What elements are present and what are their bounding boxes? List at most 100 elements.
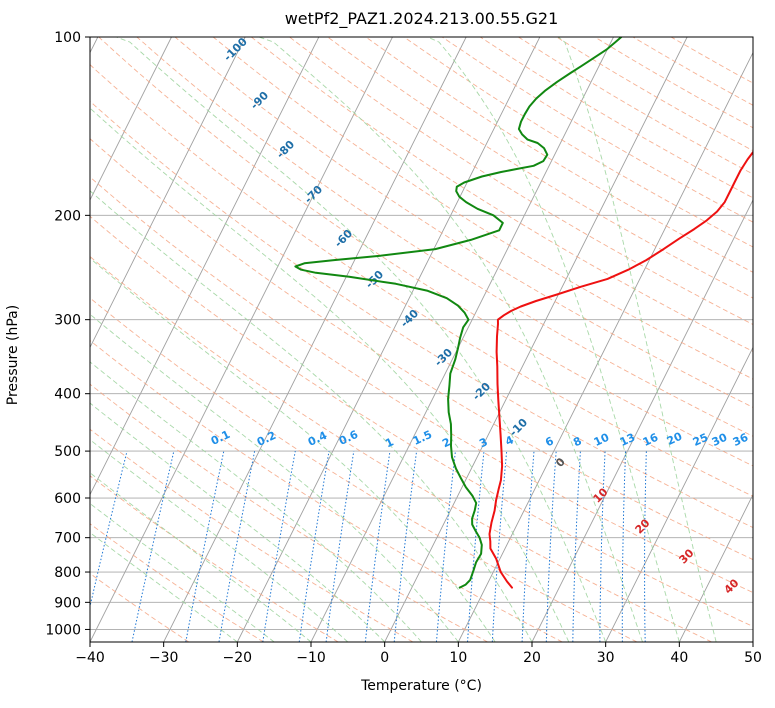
x-tick-label: −30 <box>149 650 179 666</box>
x-tick-label: 40 <box>670 650 688 666</box>
mixing-ratio-label: 0.2 <box>255 429 278 449</box>
moist-adiabat-line <box>90 361 422 642</box>
y-tick-label: 200 <box>54 208 81 224</box>
moist-adiabat-label: 30 <box>677 546 697 566</box>
mixing-ratio-line <box>262 451 296 642</box>
dry-adiabat-line <box>98 37 753 467</box>
mixing-ratio-label: 20 <box>665 430 685 448</box>
isotherm-line <box>90 37 246 349</box>
mixing-ratio-label: 6 <box>543 434 556 449</box>
mixing-ratio-line <box>435 451 456 642</box>
x-tick-label: 0 <box>380 650 389 666</box>
dry-adiabat-label: -90 <box>248 89 271 112</box>
moist-adiabat-line <box>90 190 533 642</box>
dry-adiabat-line <box>90 339 563 642</box>
x-axis-label: Temperature (°C) <box>361 678 482 694</box>
dry-adiabat-line <box>518 37 753 175</box>
isotherm-line <box>605 346 753 642</box>
moist-adiabat-line <box>90 502 275 642</box>
isotherm-line <box>90 37 320 496</box>
x-tick-label: 30 <box>597 650 615 666</box>
dry-adiabat-line <box>212 37 753 380</box>
mixing-ratio-label: 0.6 <box>337 428 360 448</box>
y-tick-label: 900 <box>54 595 81 611</box>
x-tick-label: 50 <box>744 650 762 666</box>
dry-adiabat-label: -80 <box>274 138 297 161</box>
dry-adiabat-label: -30 <box>432 346 455 369</box>
mixing-ratio-line <box>599 451 606 642</box>
dry-adiabat-line <box>556 37 753 152</box>
isotherm-line <box>163 37 467 642</box>
moist-adiabat-line <box>90 532 238 642</box>
chart-title: wetPf2_PAZ1.2024.213.00.55.G21 <box>284 9 559 28</box>
mixing-ratio-label: 10 <box>592 431 612 449</box>
dry-adiabat-line <box>136 37 753 437</box>
mixing-ratio-label: 0.1 <box>209 428 232 448</box>
moist-adiabat-line <box>116 37 607 642</box>
dewpoint-profile-line <box>294 37 623 589</box>
dry-adiabat-line <box>441 37 753 223</box>
x-tick-label: −40 <box>75 650 105 666</box>
temperature-profile-line <box>488 150 753 589</box>
mixing-ratio-line <box>521 451 535 642</box>
mixing-ratio-label: 36 <box>731 431 751 449</box>
y-tick-label: 500 <box>54 444 81 460</box>
dry-adiabat-line <box>90 428 414 642</box>
isotherm-line <box>90 37 172 202</box>
moist-adiabat-label: 40 <box>722 576 742 596</box>
mixing-ratio-line <box>467 451 485 642</box>
dry-adiabat-line <box>90 255 712 642</box>
dry-adiabat-line <box>174 37 753 408</box>
dry-adiabat-line <box>403 37 753 248</box>
plot-frame <box>89 36 754 643</box>
mixing-ratio-line <box>185 450 225 642</box>
mixing-ratio-label: 0.4 <box>306 429 329 449</box>
dry-adiabat-line <box>632 37 753 106</box>
moist-adiabat-line <box>90 439 349 642</box>
moist-adiabat-line <box>90 472 312 642</box>
dry-adiabat-line <box>90 138 753 561</box>
moist-adiabat-line <box>90 313 459 642</box>
mixing-ratio-label: 1.5 <box>411 428 434 448</box>
dry-adiabat-line <box>90 523 264 642</box>
y-tick-label: 300 <box>54 313 81 329</box>
dry-adiabat-line <box>90 383 488 642</box>
moist-adiabat-label: 10 <box>591 485 611 505</box>
isotherm-line <box>678 493 753 642</box>
moist-adiabat-line <box>557 37 717 642</box>
dry-adiabat-line <box>90 215 753 627</box>
mixing-ratio-line <box>572 451 581 642</box>
dry-adiabat-line <box>90 475 339 642</box>
mixing-ratio-line <box>218 451 256 642</box>
moist-adiabat-line <box>258 37 643 642</box>
mixing-ratio-label: 8 <box>571 434 583 449</box>
y-tick-label: 1000 <box>45 622 81 638</box>
mixing-ratio-label: 13 <box>618 431 637 449</box>
mixing-ratio-line <box>491 451 508 642</box>
moist-adiabat-line <box>90 402 386 642</box>
isotherm-line <box>531 198 753 642</box>
isotherm-line <box>310 37 614 642</box>
mixing-ratio-line <box>131 450 175 642</box>
mixing-ratio-label: 25 <box>691 431 710 449</box>
mixing-ratio-line <box>621 451 627 642</box>
x-tick-label: 10 <box>449 650 467 666</box>
mixing-ratio-line <box>298 451 330 642</box>
dry-adiabat-label: -100 <box>221 35 250 64</box>
dry-adiabat-label: -20 <box>470 380 493 403</box>
moist-adiabat-label: 20 <box>633 516 653 536</box>
moist-adiabat-label: 0 <box>553 455 568 470</box>
mixing-ratio-label: 30 <box>710 431 730 449</box>
dry-adiabat-line <box>327 37 753 299</box>
dry-adiabat-label: -40 <box>398 307 421 330</box>
mixing-ratio-line <box>644 451 647 642</box>
y-tick-label: 100 <box>54 30 81 46</box>
mixing-ratio-line <box>545 451 557 642</box>
mixing-ratio-line <box>325 451 355 642</box>
y-tick-label: 600 <box>54 491 81 507</box>
dry-adiabat-line <box>289 37 753 325</box>
moist-adiabat-line <box>427 37 680 642</box>
isotherm-line <box>236 37 541 642</box>
